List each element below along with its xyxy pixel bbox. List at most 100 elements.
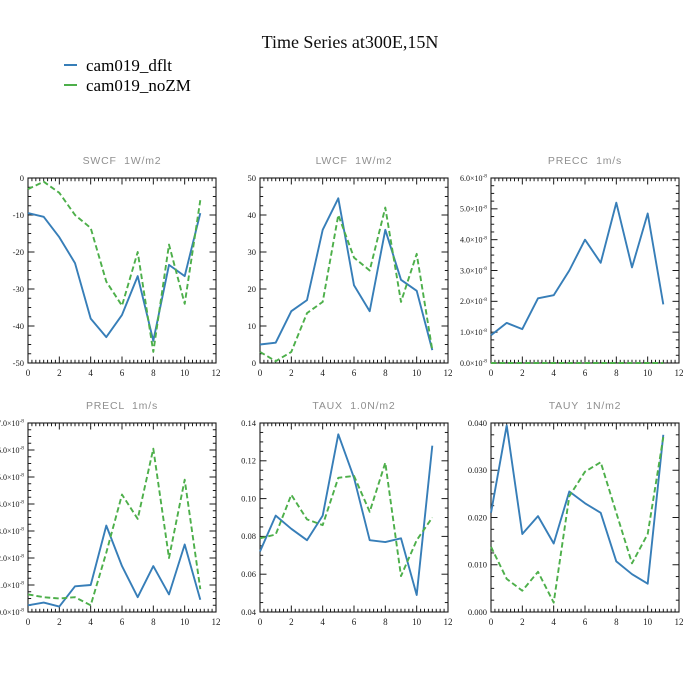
svg-text:2: 2 [520,368,525,378]
svg-text:2: 2 [520,617,525,627]
legend-label-nozm: cam019_noZM [86,75,191,95]
series-cam019_dflt [27,212,202,342]
svg-text:4: 4 [320,368,325,378]
svg-text:12: 12 [212,368,221,378]
svg-text:6: 6 [583,617,588,627]
svg-text:2.0×10-8: 2.0×10-8 [460,297,487,306]
svg-text:6: 6 [352,368,357,378]
svg-text:7.0×10-8: 7.0×10-8 [0,419,24,428]
svg-text:0: 0 [489,368,494,378]
legend-line-swatch-blue [64,64,77,66]
svg-text:0.04: 0.04 [241,607,257,617]
svg-text:4: 4 [551,617,556,627]
svg-text:LWCF 1W/m2: LWCF 1W/m2 [316,155,393,167]
chart-lwcf: LWCF 1W/m2 0 2 4 6 8 10 12 0 10 20 30 40 50 [215,145,465,400]
svg-text:10: 10 [180,617,190,627]
svg-text:6.0×10-8: 6.0×10-8 [0,446,24,455]
line-plot-svg: TAUX 1.0N/m2 0 2 4 6 8 10 12 0.04 0.06 0.08 0.10 0.1… [241,400,453,627]
svg-text:12: 12 [444,617,453,627]
svg-text:6: 6 [120,368,125,378]
svg-text:0.030: 0.030 [468,465,487,475]
svg-text:6: 6 [120,617,125,627]
chart-swcf: SWCF 1W/m2 0 2 4 6 8 10 12 -50 -40 -30 -20 -10 0 [0,145,233,400]
svg-text:-30: -30 [13,284,24,294]
svg-text:0: 0 [26,368,31,378]
svg-text:2: 2 [289,617,294,627]
svg-text:30: 30 [248,247,257,257]
svg-text:10: 10 [412,368,422,378]
svg-text:20: 20 [248,284,257,294]
svg-text:TAUY 1N/m2: TAUY 1N/m2 [549,400,622,412]
svg-text:5.0×10-8: 5.0×10-8 [0,473,24,482]
legend: cam019_dflt cam019_noZM [64,55,191,95]
line-plot-svg: PRECL 1m/s 0 2 4 6 8 10 12 0.0×10-8 1.0×10-8 2.0×1… [0,400,221,627]
svg-text:2: 2 [57,368,62,378]
svg-text:1.0×10-8: 1.0×10-8 [460,328,487,337]
svg-text:2: 2 [289,368,294,378]
series-cam019_noZM [490,437,665,604]
svg-text:0.010: 0.010 [468,560,487,570]
svg-text:12: 12 [675,368,684,378]
svg-text:0: 0 [258,368,263,378]
series-cam019_dflt [259,433,434,596]
svg-text:4: 4 [88,368,93,378]
legend-label-dflt: cam019_dflt [86,55,172,75]
svg-text:10: 10 [643,368,653,378]
svg-text:0: 0 [26,617,31,627]
svg-text:3.0×10-8: 3.0×10-8 [460,266,487,275]
svg-text:0.14: 0.14 [241,418,257,428]
svg-text:0: 0 [20,173,24,183]
svg-text:SWCF 1W/m2: SWCF 1W/m2 [83,155,162,167]
legend-line-swatch-green [64,84,77,86]
line-plot-svg: PRECC 1m/s 0 2 4 6 8 10 12 0.0×10-8 1.0×10-8 2.0×1… [460,155,684,378]
svg-text:0.0×10-8: 0.0×10-8 [0,608,24,617]
svg-text:4.0×10-8: 4.0×10-8 [0,500,24,509]
svg-text:8: 8 [383,617,388,627]
svg-text:0: 0 [489,617,494,627]
svg-text:12: 12 [675,617,684,627]
svg-text:10: 10 [180,368,190,378]
svg-text:8: 8 [151,368,156,378]
svg-text:2.0×10-8: 2.0×10-8 [0,554,24,563]
svg-text:12: 12 [444,368,453,378]
series-cam019_noZM [27,180,202,353]
svg-text:0: 0 [252,358,256,368]
svg-text:0.10: 0.10 [241,493,256,503]
svg-text:-20: -20 [13,247,24,257]
chart-tauy: TAUY 1N/m2 0 2 4 6 8 10 12 0.000 0.010 0.020 0.030 0… [446,390,696,649]
svg-text:-50: -50 [13,358,24,368]
svg-text:10: 10 [643,617,653,627]
legend-item-dflt: cam019_dflt [64,55,191,75]
svg-text:PRECC 1m/s: PRECC 1m/s [548,155,622,167]
svg-text:0.000: 0.000 [468,607,487,617]
series-cam019_noZM [259,206,434,363]
chart-precc: PRECC 1m/s 0 2 4 6 8 10 12 0.0×10-8 1.0×10-8 2.0×1… [446,145,696,400]
svg-text:0.040: 0.040 [468,418,487,428]
svg-text:8: 8 [383,368,388,378]
svg-text:5.0×10-8: 5.0×10-8 [460,204,487,213]
svg-text:-10: -10 [13,210,24,220]
svg-text:4.0×10-8: 4.0×10-8 [460,235,487,244]
svg-text:PRECL 1m/s: PRECL 1m/s [86,400,158,412]
series-cam019_noZM [27,447,202,607]
series-cam019_noZM [259,461,434,578]
svg-text:TAUX 1.0N/m2: TAUX 1.0N/m2 [312,400,395,412]
line-plot-svg: LWCF 1W/m2 0 2 4 6 8 10 12 0 10 20 30 40 50 [248,155,453,378]
svg-text:0: 0 [258,617,263,627]
svg-text:4: 4 [88,617,93,627]
svg-text:12: 12 [212,617,221,627]
svg-text:50: 50 [248,173,257,183]
svg-text:10: 10 [248,321,257,331]
svg-text:8: 8 [151,617,156,627]
series-cam019_dflt [27,524,202,608]
svg-text:3.0×10-8: 3.0×10-8 [0,527,24,536]
line-plot-svg: TAUY 1N/m2 0 2 4 6 8 10 12 0.000 0.010 0.020 0.030 0… [468,400,684,627]
svg-text:0.020: 0.020 [468,512,487,522]
legend-item-nozm: cam019_noZM [64,75,191,95]
svg-text:10: 10 [412,617,422,627]
svg-text:6.0×10-8: 6.0×10-8 [460,174,487,183]
series-cam019_dflt [490,201,665,337]
svg-text:6: 6 [352,617,357,627]
svg-text:4: 4 [551,368,556,378]
svg-text:1.0×10-8: 1.0×10-8 [0,581,24,590]
